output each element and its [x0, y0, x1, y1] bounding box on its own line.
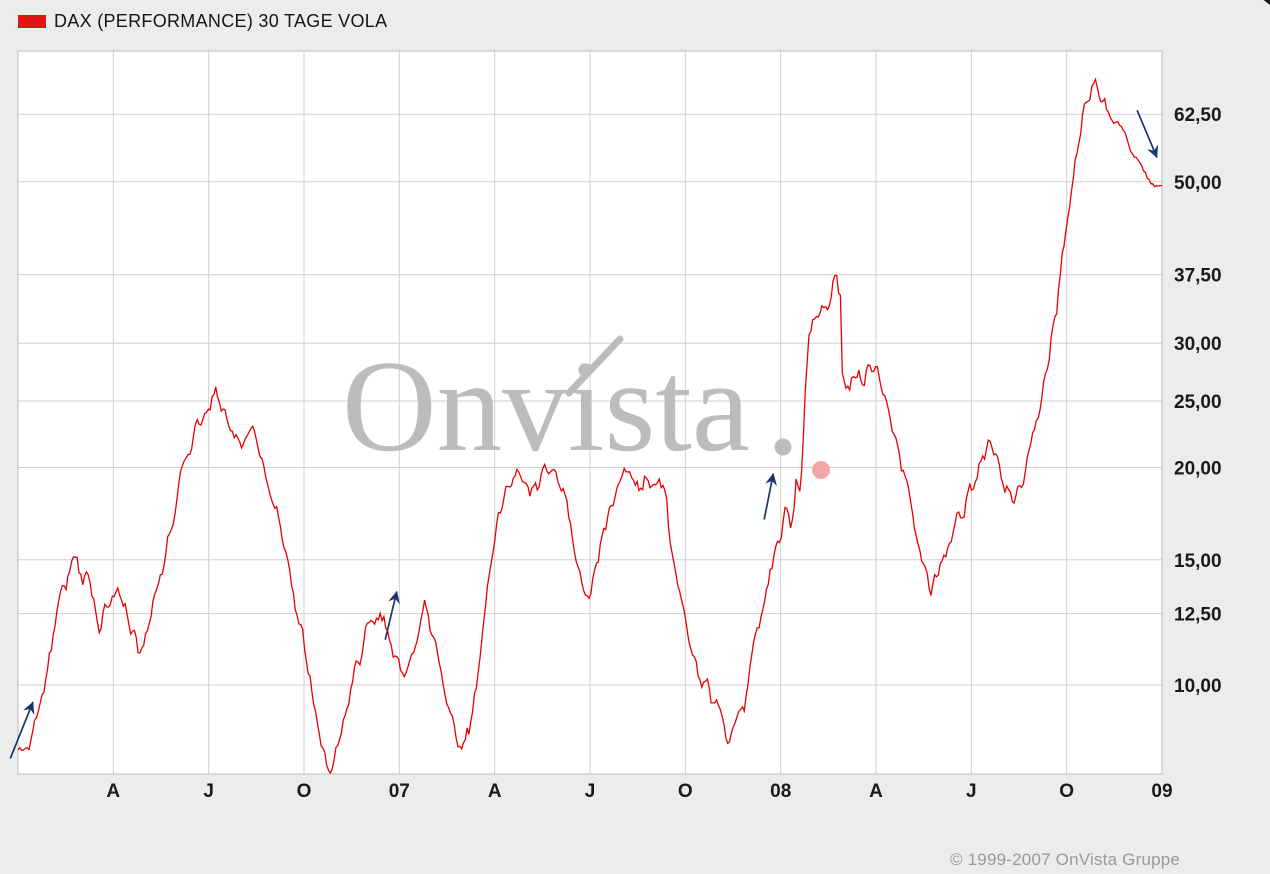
svg-text:J: J — [966, 781, 977, 802]
svg-text:30,00: 30,00 — [1174, 334, 1222, 355]
svg-text:20,00: 20,00 — [1174, 459, 1222, 480]
svg-text:62,50: 62,50 — [1174, 105, 1222, 126]
svg-text:Onv: Onv — [342, 334, 568, 479]
svg-text:ista: ista — [568, 334, 750, 479]
svg-text:07: 07 — [389, 781, 410, 802]
svg-text:A: A — [488, 781, 502, 802]
svg-text:A: A — [106, 781, 120, 802]
svg-text:37,50: 37,50 — [1174, 266, 1222, 287]
svg-text:10,00: 10,00 — [1174, 676, 1222, 697]
svg-text:O: O — [1059, 781, 1074, 802]
svg-text:15,00: 15,00 — [1174, 551, 1222, 572]
svg-text:J: J — [585, 781, 596, 802]
svg-text:09: 09 — [1151, 781, 1172, 802]
svg-text:08: 08 — [770, 781, 791, 802]
svg-text:J: J — [203, 781, 214, 802]
svg-text:12,50: 12,50 — [1174, 605, 1222, 626]
svg-text:50,00: 50,00 — [1174, 173, 1222, 194]
svg-text:O: O — [678, 781, 693, 802]
svg-text:25,00: 25,00 — [1174, 392, 1222, 413]
svg-text:O: O — [297, 781, 312, 802]
svg-text:A: A — [869, 781, 883, 802]
